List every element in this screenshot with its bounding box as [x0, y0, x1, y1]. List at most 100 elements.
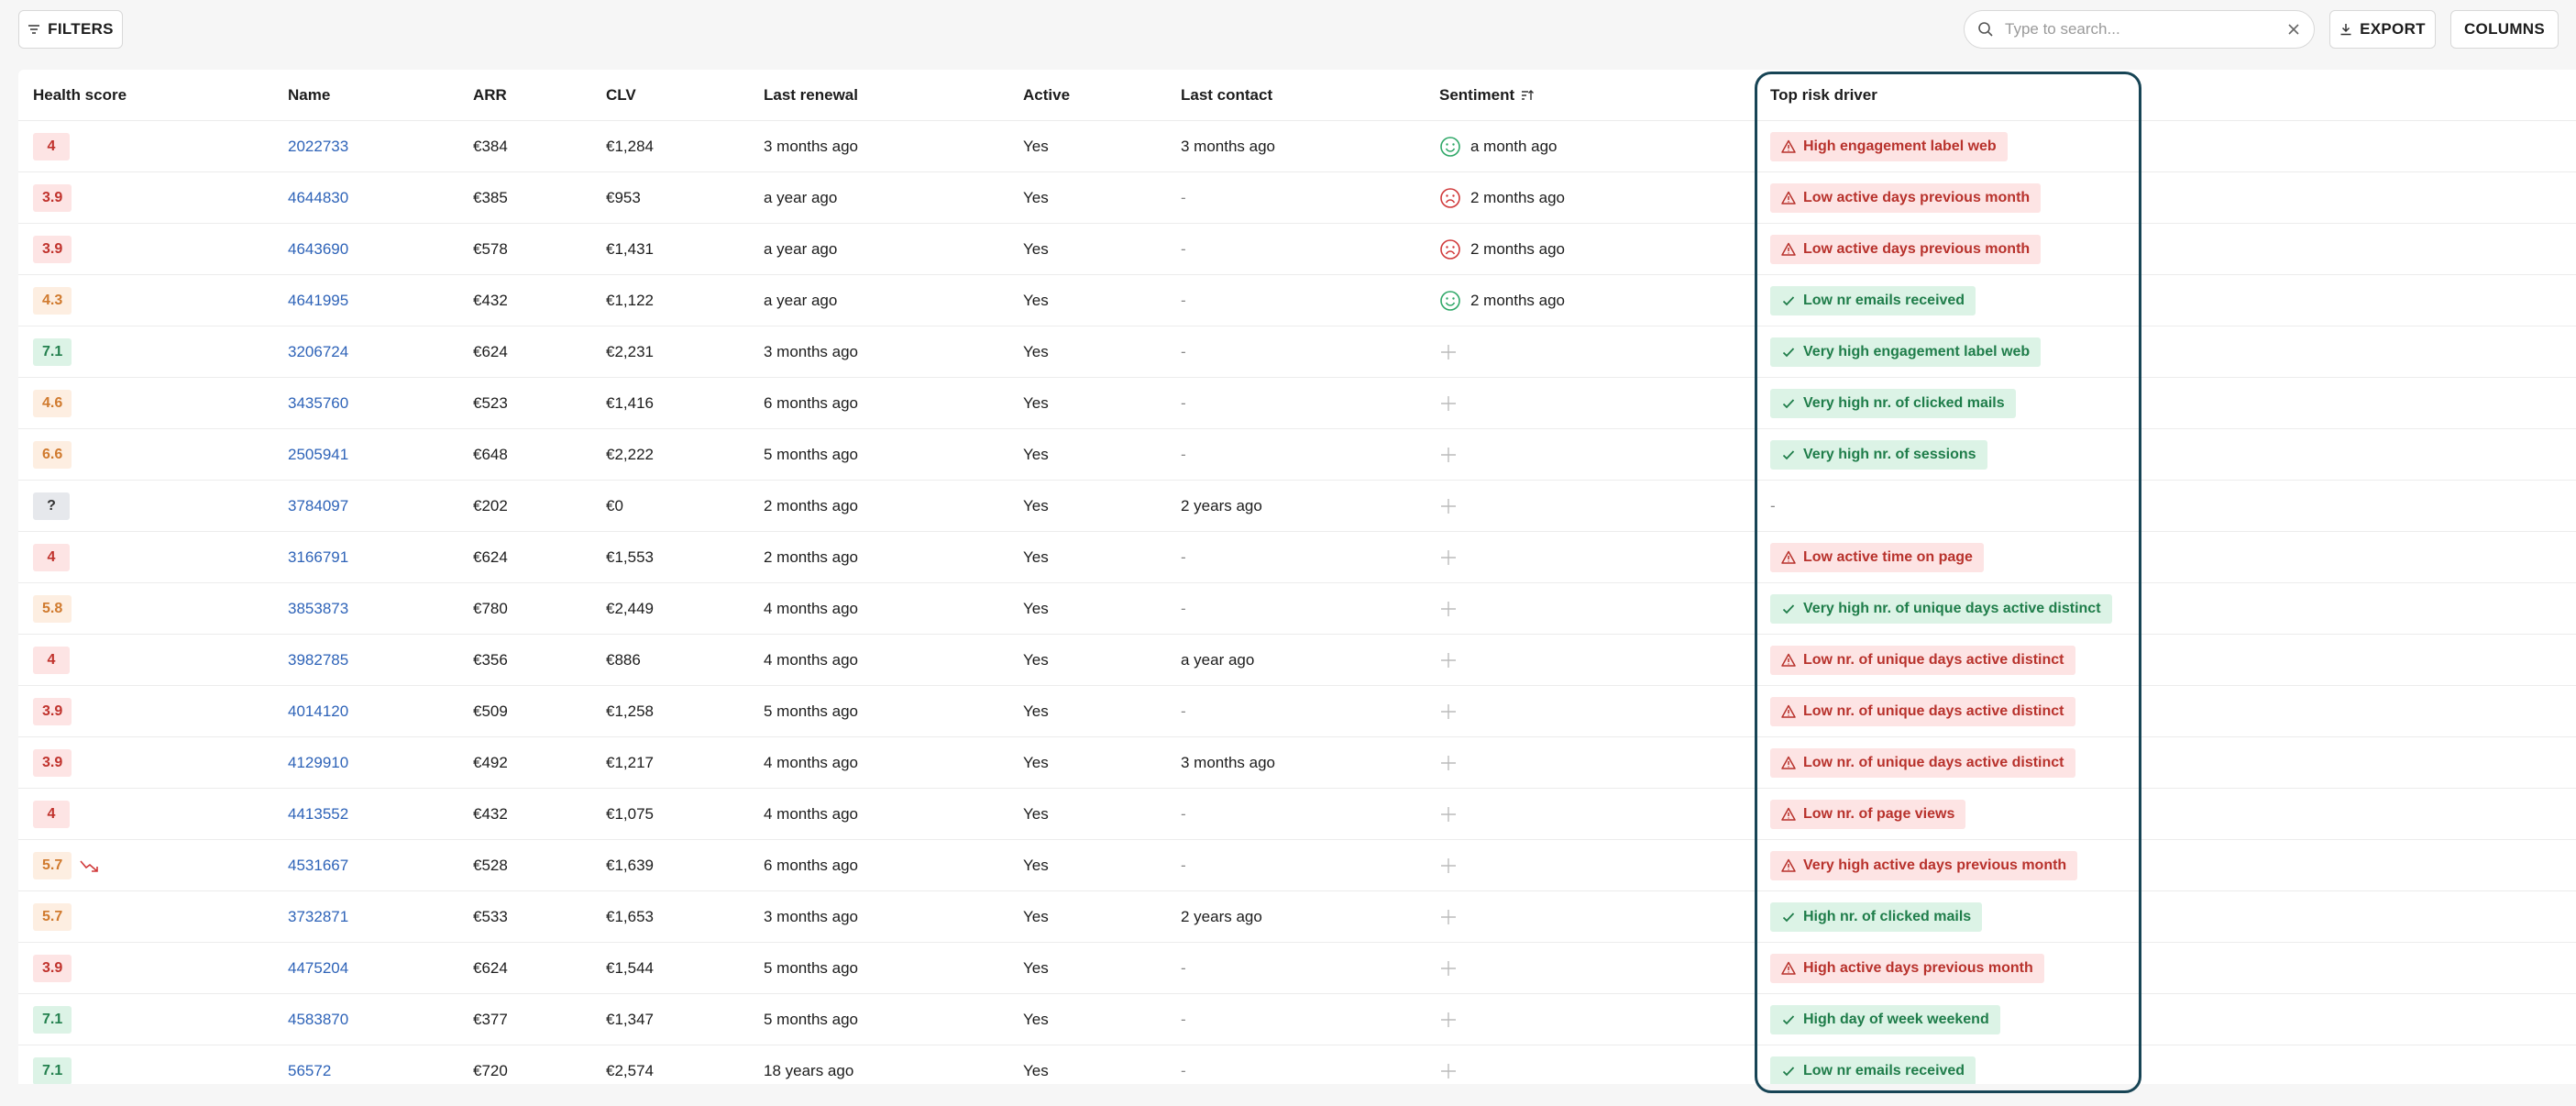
last-contact-cell: 3 months ago — [1181, 138, 1276, 155]
table-row[interactable]: 5.8 3853873 €780 €2,449 4 months ago Yes - Very… — [18, 583, 2576, 635]
add-sentiment-icon[interactable] — [1439, 1011, 1458, 1029]
customer-name-link[interactable]: 4014120 — [288, 702, 349, 720]
export-button[interactable]: EXPORT — [2329, 10, 2436, 49]
customer-name-link[interactable]: 2505941 — [288, 446, 349, 463]
customer-name-link[interactable]: 3732871 — [288, 908, 349, 925]
warning-icon — [1781, 756, 1796, 769]
sort-icon[interactable] — [1520, 88, 1535, 103]
column-header-last-renewal[interactable]: Last renewal — [764, 86, 858, 104]
last-renewal-cell: 3 months ago — [764, 138, 859, 155]
customer-name-link[interactable]: 3166791 — [288, 548, 349, 566]
risk-driver-label: Very high nr. of unique days active dist… — [1803, 601, 2101, 616]
customer-name-link[interactable]: 3435760 — [288, 394, 349, 412]
column-header-arr[interactable]: ARR — [473, 86, 507, 104]
add-sentiment-icon[interactable] — [1439, 600, 1458, 618]
customer-name-link[interactable]: 4644830 — [288, 189, 349, 206]
table-row[interactable]: 3.9 4014120 €509 €1,258 5 months ago Yes - Low … — [18, 686, 2576, 737]
table-row[interactable]: 4.6 3435760 €523 €1,416 6 months ago Yes - Very… — [18, 378, 2576, 429]
add-sentiment-icon[interactable] — [1439, 857, 1458, 875]
risk-driver-empty: - — [1770, 497, 1776, 514]
table-row[interactable]: 5.7 4531667 €528 €1,639 6 months ago Yes - Very… — [18, 840, 2576, 891]
clv-cell: €1,416 — [606, 394, 654, 412]
add-sentiment-icon[interactable] — [1439, 394, 1458, 413]
active-cell: Yes — [1023, 1062, 1049, 1079]
table-row[interactable]: 3.9 4129910 €492 €1,217 4 months ago Yes 3 mon… — [18, 737, 2576, 789]
table-row[interactable]: 5.7 3732871 €533 €1,653 3 months ago Yes 2 yea… — [18, 891, 2576, 943]
customer-name-link[interactable]: 3982785 — [288, 651, 349, 669]
add-sentiment-icon[interactable] — [1439, 548, 1458, 567]
table-row[interactable]: 7.1 3206724 €624 €2,231 3 months ago Yes - Very… — [18, 326, 2576, 378]
table-row[interactable]: 7.1 4583870 €377 €1,347 5 months ago Yes - High… — [18, 994, 2576, 1045]
column-header-name[interactable]: Name — [288, 86, 331, 104]
table-row[interactable]: 3.9 4475204 €624 €1,544 5 months ago Yes - High… — [18, 943, 2576, 994]
add-sentiment-icon[interactable] — [1439, 959, 1458, 978]
search-input[interactable] — [2005, 20, 2275, 39]
sentiment-cell — [1439, 737, 1458, 789]
customer-name-link[interactable]: 4643690 — [288, 240, 349, 258]
search-box[interactable] — [1964, 10, 2315, 49]
table-row[interactable]: 7.1 56572 €720 €2,574 18 years ago Yes - Low nr… — [18, 1045, 2576, 1084]
customer-name-link[interactable]: 4413552 — [288, 805, 349, 823]
add-sentiment-icon[interactable] — [1439, 343, 1458, 361]
customer-name-link[interactable]: 56572 — [288, 1062, 332, 1079]
health-score-badge: 3.9 — [33, 236, 72, 263]
table-row[interactable]: 6.6 2505941 €648 €2,222 5 months ago Yes - Very… — [18, 429, 2576, 481]
add-sentiment-icon[interactable] — [1439, 651, 1458, 669]
table-row[interactable]: 4 3166791 €624 €1,553 2 months ago Yes - Low ac… — [18, 532, 2576, 583]
clv-cell: €1,217 — [606, 754, 654, 771]
last-renewal-cell: 6 months ago — [764, 394, 859, 412]
add-sentiment-icon[interactable] — [1439, 1062, 1458, 1080]
table-row[interactable]: 4 4413552 €432 €1,075 4 months ago Yes - Low nr… — [18, 789, 2576, 840]
last-renewal-cell: a year ago — [764, 189, 838, 206]
last-renewal-cell: 6 months ago — [764, 857, 859, 874]
last-renewal-cell: 5 months ago — [764, 702, 859, 720]
risk-driver-cell: Low nr. of page views — [1770, 789, 1966, 840]
customer-name-link[interactable]: 3784097 — [288, 497, 349, 514]
active-cell: Yes — [1023, 908, 1049, 925]
arr-cell: €578 — [473, 240, 508, 258]
add-sentiment-icon[interactable] — [1439, 702, 1458, 721]
arr-cell: €624 — [473, 343, 508, 360]
customer-name-link[interactable]: 4583870 — [288, 1011, 349, 1028]
clear-icon[interactable] — [2286, 22, 2301, 37]
table-row[interactable]: 4.3 4641995 €432 €1,122 a year ago Yes - 2 mont… — [18, 275, 2576, 326]
column-header-active[interactable]: Active — [1023, 86, 1071, 104]
sentiment-cell — [1439, 378, 1458, 429]
risk-driver-badge: Low nr. of unique days active distinct — [1770, 748, 2075, 778]
customer-name-link[interactable]: 3853873 — [288, 600, 349, 617]
add-sentiment-icon[interactable] — [1439, 497, 1458, 515]
column-header-last-contact[interactable]: Last contact — [1181, 86, 1273, 104]
customer-name-link[interactable]: 4475204 — [288, 959, 349, 977]
table-row[interactable]: 3.9 4644830 €385 €953 a year ago Yes - 2 months… — [18, 172, 2576, 224]
column-header-sentiment[interactable]: Sentiment — [1439, 70, 1535, 121]
table-row[interactable]: 4 2022733 €384 €1,284 3 months ago Yes 3 month… — [18, 121, 2576, 172]
customer-name-link[interactable]: 4129910 — [288, 754, 349, 771]
risk-driver-label: Very high nr. of sessions — [1803, 447, 1976, 462]
add-sentiment-icon[interactable] — [1439, 805, 1458, 824]
column-header-top-risk-driver[interactable]: Top risk driver — [1770, 86, 1877, 104]
arr-cell: €624 — [473, 548, 508, 566]
last-contact-cell: - — [1181, 959, 1186, 977]
customer-name-link[interactable]: 4641995 — [288, 292, 349, 309]
customer-name-link[interactable]: 4531667 — [288, 857, 349, 874]
active-cell: Yes — [1023, 548, 1049, 566]
filters-button[interactable]: FILTERS — [18, 10, 123, 49]
last-contact-cell: 3 months ago — [1181, 754, 1276, 771]
table-row[interactable]: 3.9 4643690 €578 €1,431 a year ago Yes - 2 mont… — [18, 224, 2576, 275]
table-row[interactable]: ? 3784097 €202 €0 2 months ago Yes 2 years ago… — [18, 481, 2576, 532]
table-row[interactable]: 4 3982785 €356 €886 4 months ago Yes a year ag… — [18, 635, 2576, 686]
customer-name-link[interactable]: 3206724 — [288, 343, 349, 360]
last-contact-cell: - — [1181, 548, 1186, 566]
last-contact-cell: - — [1181, 292, 1186, 309]
column-header-health-score[interactable]: Health score — [33, 86, 127, 104]
add-sentiment-icon[interactable] — [1439, 908, 1458, 926]
columns-button[interactable]: COLUMNS — [2450, 10, 2559, 49]
add-sentiment-icon[interactable] — [1439, 754, 1458, 772]
warning-icon — [1781, 807, 1796, 821]
column-header-clv[interactable]: CLV — [606, 86, 636, 104]
arr-cell: €492 — [473, 754, 508, 771]
health-score-badge: 4.6 — [33, 390, 72, 417]
customer-name-link[interactable]: 2022733 — [288, 138, 349, 155]
clv-cell: €1,122 — [606, 292, 654, 309]
add-sentiment-icon[interactable] — [1439, 446, 1458, 464]
